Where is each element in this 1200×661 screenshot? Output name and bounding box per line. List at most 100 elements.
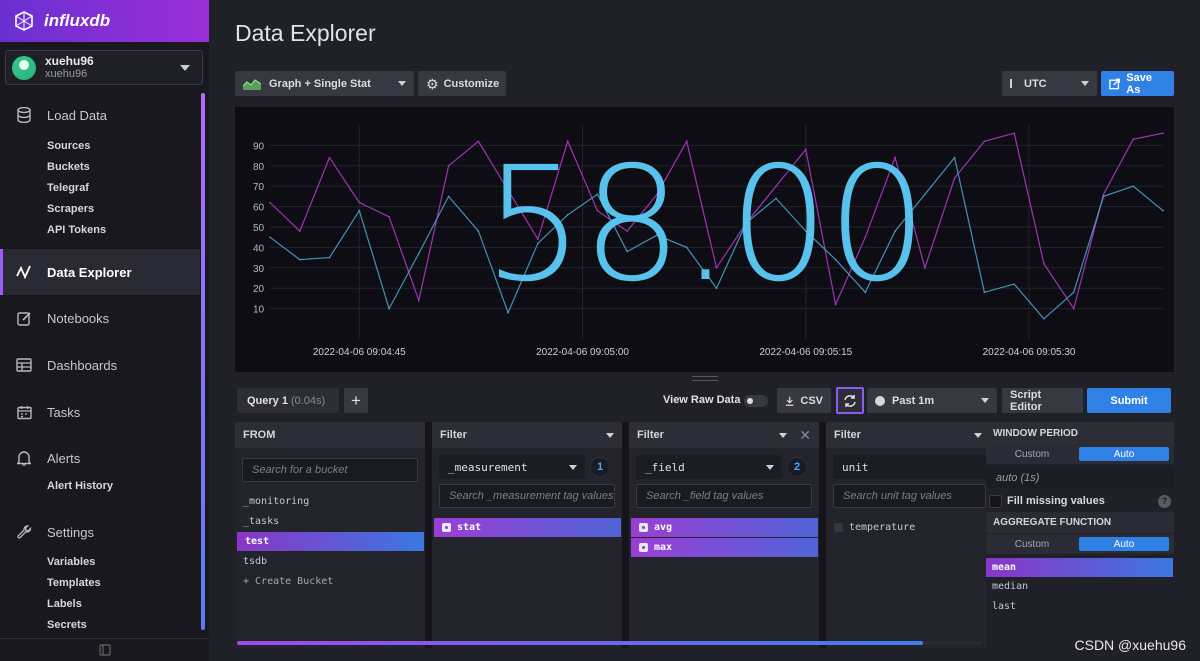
sidebar-subitem-templates[interactable]: Templates: [47, 577, 101, 589]
filter-count-badge: 2: [787, 457, 807, 477]
data-point-max: [1043, 262, 1045, 265]
sidebar-subitem-variables[interactable]: Variables: [47, 556, 96, 568]
aggregate-function-title: AGGREGATE FUNCTION: [986, 512, 1174, 533]
sidebar-item-tasks[interactable]: Tasks: [0, 397, 200, 427]
filter-value-avg[interactable]: avg: [631, 518, 818, 537]
add-query-button[interactable]: +: [344, 388, 368, 413]
window-custom-option[interactable]: Custom: [1014, 448, 1050, 460]
database-icon: [16, 107, 32, 123]
view-raw-data-toggle[interactable]: [744, 395, 768, 407]
filter-search-input[interactable]: Search unit tag values: [833, 484, 986, 508]
sidebar-subitem-buckets[interactable]: Buckets: [47, 161, 90, 173]
refresh-button[interactable]: [836, 387, 864, 414]
builder-scroll-thumb[interactable]: [237, 641, 923, 645]
sidebar: influxdb xuehu96 xuehu96 Load Data Sourc…: [0, 0, 209, 661]
user-switcher[interactable]: xuehu96 xuehu96: [5, 50, 203, 85]
sidebar-subitem-telegraf[interactable]: Telegraf: [47, 182, 89, 194]
influxdb-logo-icon: [15, 11, 33, 31]
sidebar-item-data-explorer[interactable]: Data Explorer: [0, 249, 200, 295]
data-point-avg: [626, 250, 628, 253]
filter-card-measurement: Filter _measurement 1 Search _measuremen…: [432, 422, 622, 648]
fill-missing-checkbox[interactable]: Fill missing values ?: [989, 494, 1171, 508]
chevron-down-icon[interactable]: [779, 432, 788, 438]
sidebar-item-dashboards[interactable]: Dashboards: [0, 350, 200, 380]
y-tick-label: 10: [253, 305, 265, 316]
graph-line-icon: [16, 264, 32, 280]
filter-key-select[interactable]: _field: [636, 455, 782, 479]
timezone-dropdown[interactable]: UTC: [1002, 71, 1097, 96]
chevron-down-icon: [180, 65, 190, 71]
data-point-avg: [745, 222, 748, 224]
help-icon[interactable]: ?: [1158, 494, 1171, 508]
window-period-input[interactable]: auto (1s): [986, 467, 1174, 488]
sidebar-item-settings[interactable]: Settings: [0, 517, 200, 547]
data-point-avg: [775, 197, 777, 200]
nav-dashboards: Dashboards: [0, 350, 200, 380]
sidebar-item-label: Data Explorer: [47, 264, 132, 280]
create-bucket-link[interactable]: + Create Bucket: [243, 576, 334, 587]
filter-key-select[interactable]: unit: [833, 455, 986, 479]
sidebar-subitem-alert-history[interactable]: Alert History: [47, 480, 114, 492]
bucket-item-tsdb[interactable]: tsdb: [243, 556, 268, 567]
sidebar-item-notebooks[interactable]: Notebooks: [0, 303, 200, 333]
data-point-max: [626, 230, 628, 232]
filter-value-stat[interactable]: stat: [434, 518, 621, 537]
sidebar-item-load-data[interactable]: Load Data: [0, 100, 200, 130]
view-raw-data-label: View Raw Data: [663, 394, 741, 406]
bucket-search-input[interactable]: Search for a bucket: [242, 458, 418, 482]
sidebar-subitem-scrapers[interactable]: Scrapers: [47, 203, 95, 215]
data-point-avg: [418, 252, 420, 255]
sidebar-collapse-button[interactable]: [0, 638, 209, 661]
brand-name: influxdb: [44, 11, 111, 30]
nav-tasks: Tasks: [0, 397, 200, 427]
graph-panel[interactable]: 90 80 70 60 50 40 30 20 10 2022-04-06 09:04:45 202…: [235, 107, 1174, 372]
customize-button[interactable]: ⚙ Customize: [418, 71, 506, 96]
sidebar-item-label: Load Data: [47, 107, 107, 123]
sidebar-subitem-labels[interactable]: Labels: [47, 598, 82, 610]
submit-button[interactable]: Submit: [1087, 388, 1171, 413]
chevron-down-icon: [1081, 81, 1089, 86]
chevron-down-icon[interactable]: [606, 432, 614, 438]
clock-icon: [875, 395, 885, 406]
script-editor-button[interactable]: Script Editor: [1002, 388, 1083, 413]
aggregate-custom-option[interactable]: Custom: [1014, 538, 1050, 550]
bucket-item-tasks[interactable]: _tasks: [243, 516, 280, 527]
close-icon[interactable]: ✕: [799, 427, 811, 443]
save-as-button[interactable]: Save As: [1101, 71, 1174, 96]
data-point-avg: [953, 156, 956, 159]
aggregate-fn-mean[interactable]: mean: [986, 558, 1173, 577]
watermark: CSDN @xuehu96: [1074, 637, 1187, 653]
data-point-max: [507, 189, 509, 192]
filter-search-input[interactable]: Search _field tag values: [636, 484, 812, 508]
filter-search-input[interactable]: Search _measurement tag values: [439, 484, 615, 508]
bell-icon: [16, 450, 32, 466]
sidebar-item-alerts[interactable]: Alerts: [0, 443, 200, 473]
filter-value-temperature[interactable]: temperature: [826, 518, 986, 537]
time-range-label: Past 1m: [892, 394, 935, 407]
brand-header[interactable]: influxdb: [0, 0, 209, 42]
data-point-max: [418, 299, 420, 302]
bucket-item-test[interactable]: test: [237, 532, 424, 551]
resize-handle[interactable]: [692, 376, 718, 381]
sidebar-subitem-sources[interactable]: Sources: [47, 140, 91, 152]
aggregate-fn-median[interactable]: median: [992, 581, 1029, 592]
tab-query-1[interactable]: Query 1 (0.04s): [237, 388, 339, 413]
filter-value-max[interactable]: max: [631, 538, 818, 557]
sidebar-subitem-api-tokens[interactable]: API Tokens: [47, 224, 107, 236]
nav-notebooks: Notebooks: [0, 303, 200, 333]
window-auto-option[interactable]: Auto: [1079, 447, 1169, 461]
sidebar-scrollbar[interactable]: [201, 93, 205, 630]
viz-type-dropdown[interactable]: Graph + Single Stat: [235, 71, 414, 96]
bucket-item-monitoring[interactable]: _monitoring: [243, 496, 310, 507]
sidebar-item-label: Alerts: [47, 450, 81, 466]
sidebar-subitem-secrets[interactable]: Secrets: [47, 619, 87, 631]
from-card: FROM Search for a bucket _monitoring _ta…: [235, 422, 425, 648]
aggregate-fn-last[interactable]: last: [992, 601, 1017, 612]
single-stat-value: 58.00: [483, 133, 927, 317]
csv-button[interactable]: CSV: [777, 388, 831, 413]
filter-key-select[interactable]: _measurement: [439, 455, 585, 479]
chevron-down-icon[interactable]: [974, 432, 982, 438]
time-range-dropdown[interactable]: Past 1m: [867, 388, 997, 413]
data-point-avg: [596, 193, 599, 196]
aggregate-auto-option[interactable]: Auto: [1079, 537, 1169, 551]
